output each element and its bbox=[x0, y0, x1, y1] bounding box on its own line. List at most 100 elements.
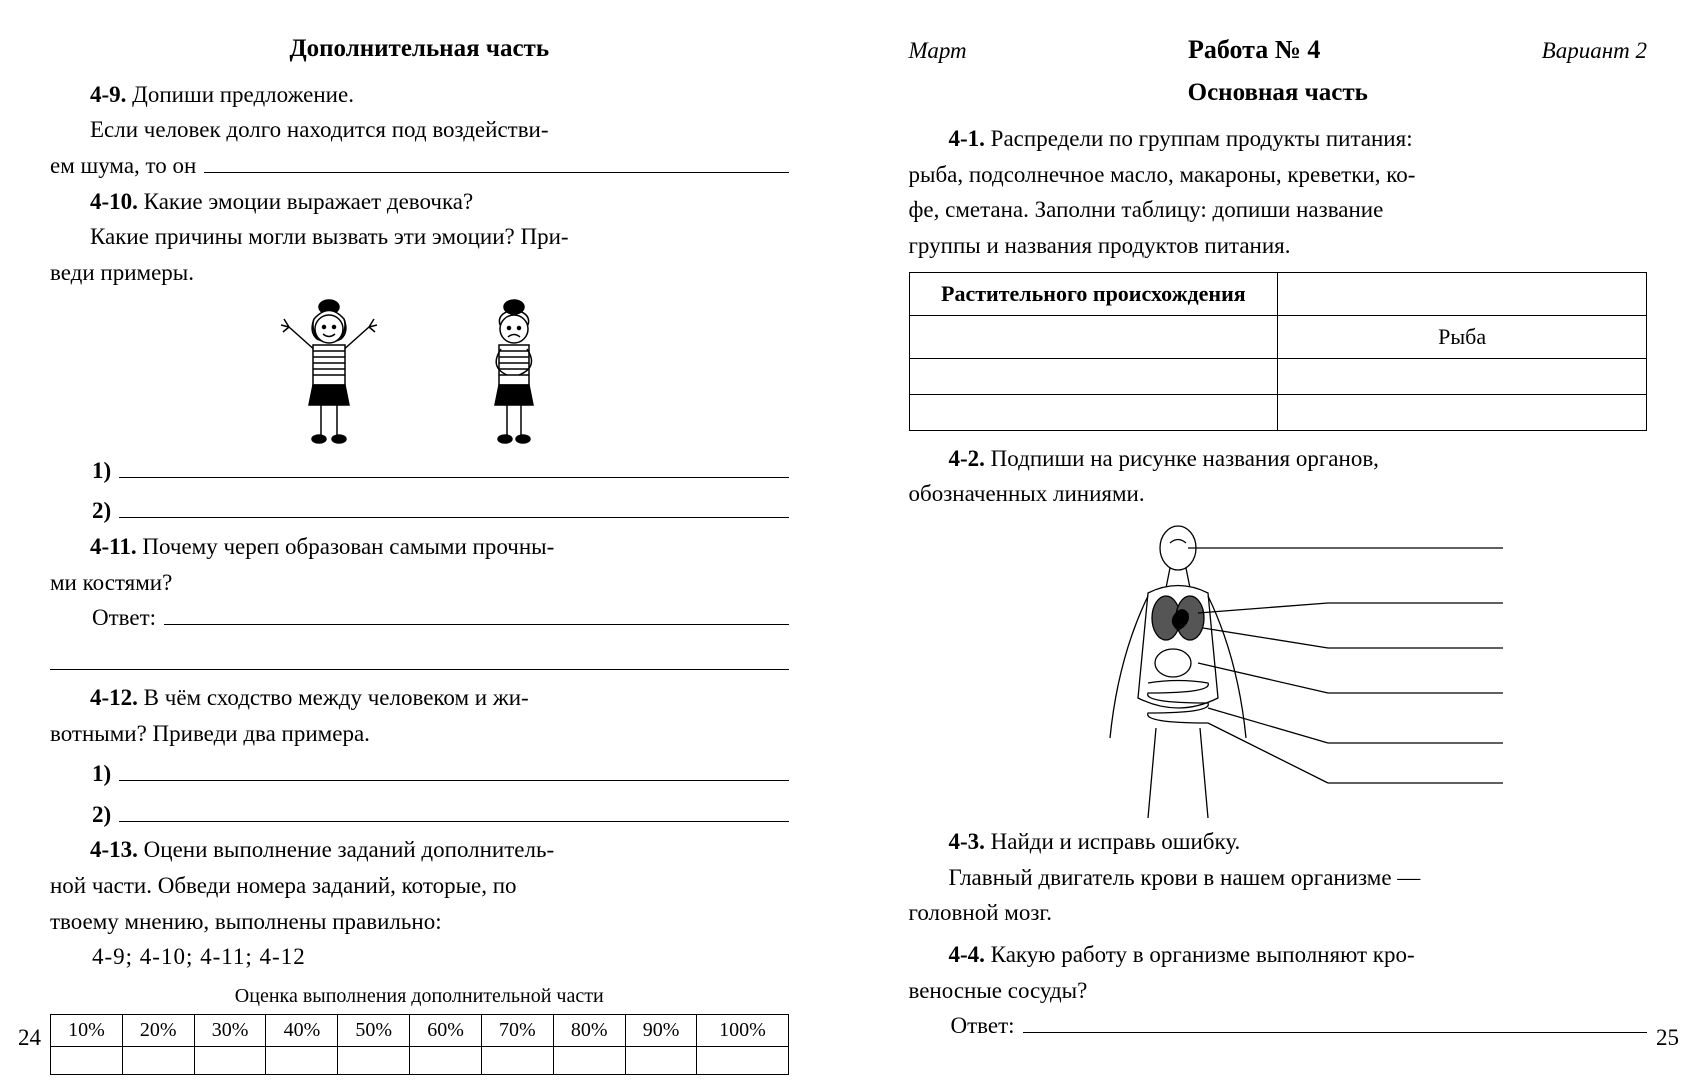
q13-num: 4-13. bbox=[90, 837, 138, 862]
q10-num: 4-10. bbox=[90, 189, 138, 214]
r-q4-a: 4-4. Какую работу в организме выполняют … bbox=[909, 937, 1648, 973]
left-title: Дополнительная часть bbox=[50, 30, 789, 69]
pct-blank[interactable] bbox=[194, 1046, 266, 1074]
pct-blank[interactable] bbox=[481, 1046, 553, 1074]
pct-cell: 100% bbox=[697, 1014, 788, 1046]
right-header: Март Работа № 4 Вариант 2 bbox=[909, 30, 1648, 70]
q11-answer-line1[interactable] bbox=[164, 624, 788, 625]
anatomy-illustration bbox=[909, 518, 1648, 818]
q9-sentence-b: ем шума, то он bbox=[50, 148, 196, 184]
r-q3-a: Главный двигатель крови в нашем организм… bbox=[909, 860, 1648, 896]
anatomy-icon bbox=[1048, 518, 1508, 818]
q12-text-a: В чём сходство между человеком и жи- bbox=[144, 685, 529, 710]
q9-lead-text: Допиши предложение. bbox=[132, 82, 354, 107]
pct-cell: 50% bbox=[338, 1014, 410, 1046]
r-q3-num: 4-3. bbox=[949, 829, 985, 854]
r-q1-num: 4-1. bbox=[949, 126, 985, 151]
q9-sentence-a: Если человек долго находится под воздейс… bbox=[50, 112, 789, 148]
page-number-right: 25 bbox=[1656, 1020, 1679, 1056]
q11-num: 4-11. bbox=[90, 534, 137, 559]
right-title: Основная часть bbox=[909, 74, 1648, 113]
pct-caption: Оценка выполнения дополнительной части bbox=[50, 981, 789, 1012]
q10-ans2-label: 2) bbox=[50, 493, 111, 529]
q10-ans2: 2) bbox=[50, 491, 789, 529]
q10-line3: веди примеры. bbox=[50, 255, 789, 291]
q12-b: вотными? Приведи два примера. bbox=[50, 716, 789, 752]
food-cell[interactable] bbox=[1278, 394, 1647, 430]
q10-line1-text: Какие эмоции выражает девочка? bbox=[144, 189, 474, 214]
food-header-left: Растительного происхождения bbox=[909, 272, 1278, 315]
pct-blank[interactable] bbox=[697, 1046, 788, 1074]
q12-num: 4-12. bbox=[90, 685, 138, 710]
q10-ans1-line[interactable] bbox=[119, 451, 788, 479]
pct-cell: 70% bbox=[481, 1014, 553, 1046]
pct-cell: 10% bbox=[51, 1014, 123, 1046]
page-left: Дополнительная часть 4-9. Допиши предлож… bbox=[0, 0, 849, 1080]
q11-b: ми костями? bbox=[50, 565, 789, 601]
pct-cell: 30% bbox=[194, 1014, 266, 1046]
q11-answer-line2[interactable] bbox=[50, 636, 789, 671]
pct-blank[interactable] bbox=[266, 1046, 338, 1074]
r-q4-answer-label: Ответ: bbox=[951, 1008, 1015, 1044]
food-cell[interactable] bbox=[1278, 358, 1647, 394]
variant: Вариант 2 bbox=[1542, 33, 1647, 69]
pct-blank[interactable] bbox=[553, 1046, 625, 1074]
girl-sad-icon bbox=[459, 297, 569, 447]
pct-cell: 90% bbox=[625, 1014, 697, 1046]
r-q4-answer-line[interactable] bbox=[1023, 1032, 1647, 1033]
q12-ans1: 1) bbox=[50, 754, 789, 792]
pct-cell: 60% bbox=[410, 1014, 482, 1046]
food-cell[interactable] bbox=[909, 394, 1278, 430]
pct-header-row: 10% 20% 30% 40% 50% 60% 70% 80% 90% 100% bbox=[51, 1014, 789, 1046]
r-q2-a: 4-2. Подпиши на рисунке названия органов… bbox=[909, 441, 1648, 477]
q10-ans1-label: 1) bbox=[50, 453, 111, 489]
q9-lead: 4-9. Допиши предложение. bbox=[50, 77, 789, 113]
food-table: Растительного происхождения Рыба bbox=[909, 272, 1648, 431]
q12-ans2-line[interactable] bbox=[119, 794, 788, 822]
q13-text-a: Оцени выполнение заданий дополнитель- bbox=[144, 837, 554, 862]
q10-line2: Какие причины могли вызвать эти эмоции? … bbox=[50, 219, 789, 255]
q11-a: 4-11. Почему череп образован самыми проч… bbox=[50, 529, 789, 565]
r-q1-text-a: Распредели по группам продукты питания: bbox=[991, 126, 1413, 151]
pct-table: 10% 20% 30% 40% 50% 60% 70% 80% 90% 100% bbox=[50, 1014, 789, 1075]
q9-num: 4-9. bbox=[90, 82, 126, 107]
pct-blank[interactable] bbox=[338, 1046, 410, 1074]
r-q2-b: обозначенных линиями. bbox=[909, 476, 1648, 512]
pct-blank[interactable] bbox=[625, 1046, 697, 1074]
q12-ans1-line[interactable] bbox=[119, 754, 788, 782]
q12-ans2-label: 2) bbox=[50, 797, 111, 833]
pct-cell: 20% bbox=[122, 1014, 194, 1046]
q11-text-a: Почему череп образован самыми прочны- bbox=[142, 534, 554, 559]
q12-ans1-label: 1) bbox=[50, 756, 111, 792]
q13-list: 4-9; 4-10; 4-11; 4-12 bbox=[50, 939, 789, 975]
q11-answer-label: Ответ: bbox=[92, 600, 156, 636]
page-number-left: 24 bbox=[18, 1020, 41, 1056]
pct-blank[interactable] bbox=[410, 1046, 482, 1074]
r-q1-b: рыба, подсолнечное масло, макароны, крев… bbox=[909, 157, 1648, 193]
r-q2-text-a: Подпиши на рисунке названия органов, bbox=[991, 446, 1379, 471]
food-cell[interactable] bbox=[909, 358, 1278, 394]
r-q4-num: 4-4. bbox=[949, 942, 985, 967]
food-header-right[interactable] bbox=[1278, 272, 1647, 315]
q13-b: ной части. Обведи номера заданий, которы… bbox=[50, 868, 789, 904]
pct-cell: 40% bbox=[266, 1014, 338, 1046]
girls-illustration bbox=[50, 297, 789, 447]
pct-blank[interactable] bbox=[122, 1046, 194, 1074]
r-q1-c: фе, сметана. Заполни таблицу: допиши наз… bbox=[909, 192, 1648, 228]
q10-ans2-line[interactable] bbox=[119, 491, 788, 519]
pct-blank[interactable] bbox=[51, 1046, 123, 1074]
food-cell[interactable] bbox=[909, 315, 1278, 358]
r-q1-d: группы и названия продуктов питания. bbox=[909, 228, 1648, 264]
r-q3-lead: 4-3. Найди и исправь ошибку. bbox=[909, 824, 1648, 860]
r-q1-a: 4-1. Распредели по группам продукты пита… bbox=[909, 121, 1648, 157]
month: Март bbox=[909, 33, 967, 69]
r-q4-b: веносные сосуды? bbox=[909, 973, 1648, 1009]
q10-ans1: 1) bbox=[50, 451, 789, 489]
food-cell: Рыба bbox=[1278, 315, 1647, 358]
r-q3-b: головной мозг. bbox=[909, 895, 1648, 931]
q13-a: 4-13. Оцени выполнение заданий дополните… bbox=[50, 832, 789, 868]
r-q2-num: 4-2. bbox=[949, 446, 985, 471]
q13-c: твоему мнению, выполнены правильно: bbox=[50, 904, 789, 940]
q10-line1: 4-10. Какие эмоции выражает девочка? bbox=[50, 184, 789, 220]
q9-blank[interactable] bbox=[204, 172, 788, 173]
